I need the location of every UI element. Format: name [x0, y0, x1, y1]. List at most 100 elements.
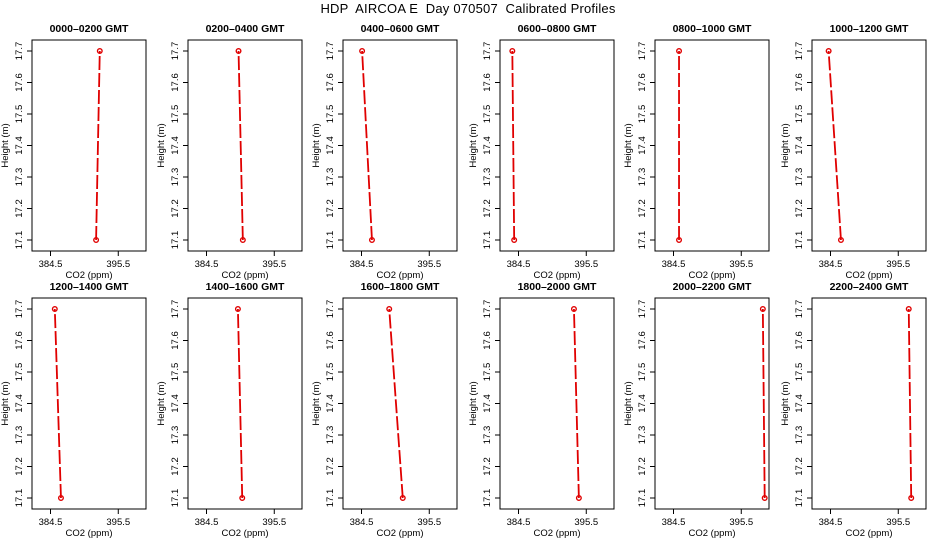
plot-frame	[654, 39, 770, 252]
y-tick-label: 17.6	[794, 331, 805, 350]
plot-frame	[811, 297, 927, 510]
y-tick-label: 17.4	[794, 394, 805, 413]
data-point	[575, 495, 582, 502]
profile-line	[827, 50, 842, 241]
y-tick-label: 17.3	[325, 168, 336, 187]
y-tick-label: 17.4	[170, 136, 181, 155]
x-tick-label: 395.5	[417, 517, 441, 528]
y-tick-label: 17.3	[482, 426, 493, 445]
data-point	[235, 48, 242, 55]
y-tick-label: 17.2	[14, 457, 25, 476]
y-tick-label: 17.2	[794, 199, 805, 218]
profile-panel: 0600–0800 GMT 17.1 17.2 17.3 17.4 17.5 17.6 17.…	[468, 23, 615, 281]
panel-title: 1800–2000 GMT	[518, 281, 597, 293]
plot-frame	[342, 39, 458, 252]
x-axis-label: CO2 (ppm)	[377, 528, 424, 539]
y-tick-label: 17.3	[170, 168, 181, 187]
y-tick-label: 17.7	[14, 42, 25, 61]
y-tick-label: 17.6	[325, 73, 336, 92]
y-tick-label: 17.7	[482, 300, 493, 319]
data-point	[509, 48, 516, 55]
y-axis-label: Height (m)	[311, 123, 322, 167]
plot-frame	[342, 297, 458, 510]
data-point	[386, 306, 393, 313]
panel-title: 2000–2200 GMT	[673, 281, 752, 293]
profile-line	[907, 308, 913, 499]
y-tick-label: 17.7	[14, 300, 25, 319]
x-axis-label: CO2 (ppm)	[222, 528, 269, 539]
plot-frame	[811, 39, 927, 252]
y-tick-label: 17.3	[637, 168, 648, 187]
plot-frame	[187, 39, 303, 252]
x-tick-label: 395.5	[886, 259, 910, 270]
data-point	[51, 306, 58, 313]
y-tick-label: 17.7	[794, 300, 805, 319]
x-tick-label: 384.5	[195, 259, 219, 270]
y-tick-label: 17.6	[794, 73, 805, 92]
panel-title: 0400–0600 GMT	[361, 23, 440, 35]
panel-title: 1400–1600 GMT	[206, 281, 285, 293]
y-tick-label: 17.6	[482, 73, 493, 92]
y-tick-label: 17.4	[170, 394, 181, 413]
y-tick-label: 17.6	[325, 331, 336, 350]
y-axis-label: Height (m)	[623, 123, 634, 167]
profile-line	[388, 308, 404, 499]
x-tick-label: 395.5	[262, 517, 286, 528]
y-tick-label: 17.5	[482, 105, 493, 124]
plot-frame	[187, 297, 303, 510]
y-tick-label: 17.5	[637, 363, 648, 382]
x-tick-label: 395.5	[262, 259, 286, 270]
x-tick-label: 384.5	[39, 517, 63, 528]
y-tick-label: 17.5	[14, 363, 25, 382]
x-tick-label: 395.5	[106, 259, 130, 270]
y-tick-label: 17.6	[170, 331, 181, 350]
profile-line	[237, 50, 244, 241]
y-tick-label: 17.3	[170, 426, 181, 445]
x-tick-label: 384.5	[507, 259, 531, 270]
profile-panel: 0200–0400 GMT 17.1 17.2 17.3 17.4 17.5 17.6 17.…	[156, 23, 303, 281]
profile-panel: 0400–0600 GMT 17.1 17.2 17.3 17.4 17.5 17.6 17.…	[311, 23, 458, 281]
y-tick-label: 17.3	[325, 426, 336, 445]
y-tick-label: 17.4	[325, 394, 336, 413]
y-tick-label: 17.6	[170, 73, 181, 92]
y-tick-label: 17.2	[14, 199, 25, 218]
data-point	[239, 236, 246, 243]
y-tick-label: 17.5	[794, 105, 805, 124]
panel-title: 1600–1800 GMT	[361, 281, 440, 293]
y-tick-label: 17.4	[14, 136, 25, 155]
y-tick-label: 17.2	[637, 199, 648, 218]
profile-panel: 1600–1800 GMT 17.1 17.2 17.3 17.4 17.5 17.6 17.…	[311, 281, 458, 539]
y-tick-label: 17.1	[14, 489, 25, 508]
data-point	[908, 495, 915, 502]
data-point	[239, 495, 246, 502]
y-tick-label: 17.5	[325, 363, 336, 382]
x-axis-label: CO2 (ppm)	[66, 270, 113, 281]
y-tick-label: 17.3	[14, 168, 25, 187]
data-point	[399, 495, 406, 502]
y-tick-label: 17.1	[170, 489, 181, 508]
x-tick-label: 384.5	[662, 259, 686, 270]
y-axis-label: Height (m)	[468, 381, 479, 425]
x-axis-label: CO2 (ppm)	[377, 270, 424, 281]
y-tick-label: 17.2	[482, 199, 493, 218]
figure-title: HDP AIRCOA E Day 070507 Calibrated Profi…	[320, 1, 616, 16]
y-axis-label: Height (m)	[0, 123, 11, 167]
y-axis-label: Height (m)	[311, 381, 322, 425]
y-axis-label: Height (m)	[156, 381, 167, 425]
x-tick-label: 384.5	[195, 517, 219, 528]
data-point	[905, 306, 912, 313]
y-tick-label: 17.4	[325, 136, 336, 155]
y-tick-label: 17.7	[482, 42, 493, 61]
y-axis-label: Height (m)	[623, 381, 634, 425]
y-tick-label: 17.6	[637, 331, 648, 350]
x-tick-label: 395.5	[886, 517, 910, 528]
data-point	[93, 236, 100, 243]
profile-panel: 1800–2000 GMT 17.1 17.2 17.3 17.4 17.5 17.6 17.…	[468, 281, 615, 539]
x-tick-label: 384.5	[39, 259, 63, 270]
y-tick-label: 17.7	[325, 42, 336, 61]
profile-panel: 1200–1400 GMT 17.1 17.2 17.3 17.4 17.5 17.6 17.…	[0, 281, 147, 539]
data-point	[570, 306, 577, 313]
data-point	[759, 306, 766, 313]
y-tick-label: 17.1	[637, 489, 648, 508]
